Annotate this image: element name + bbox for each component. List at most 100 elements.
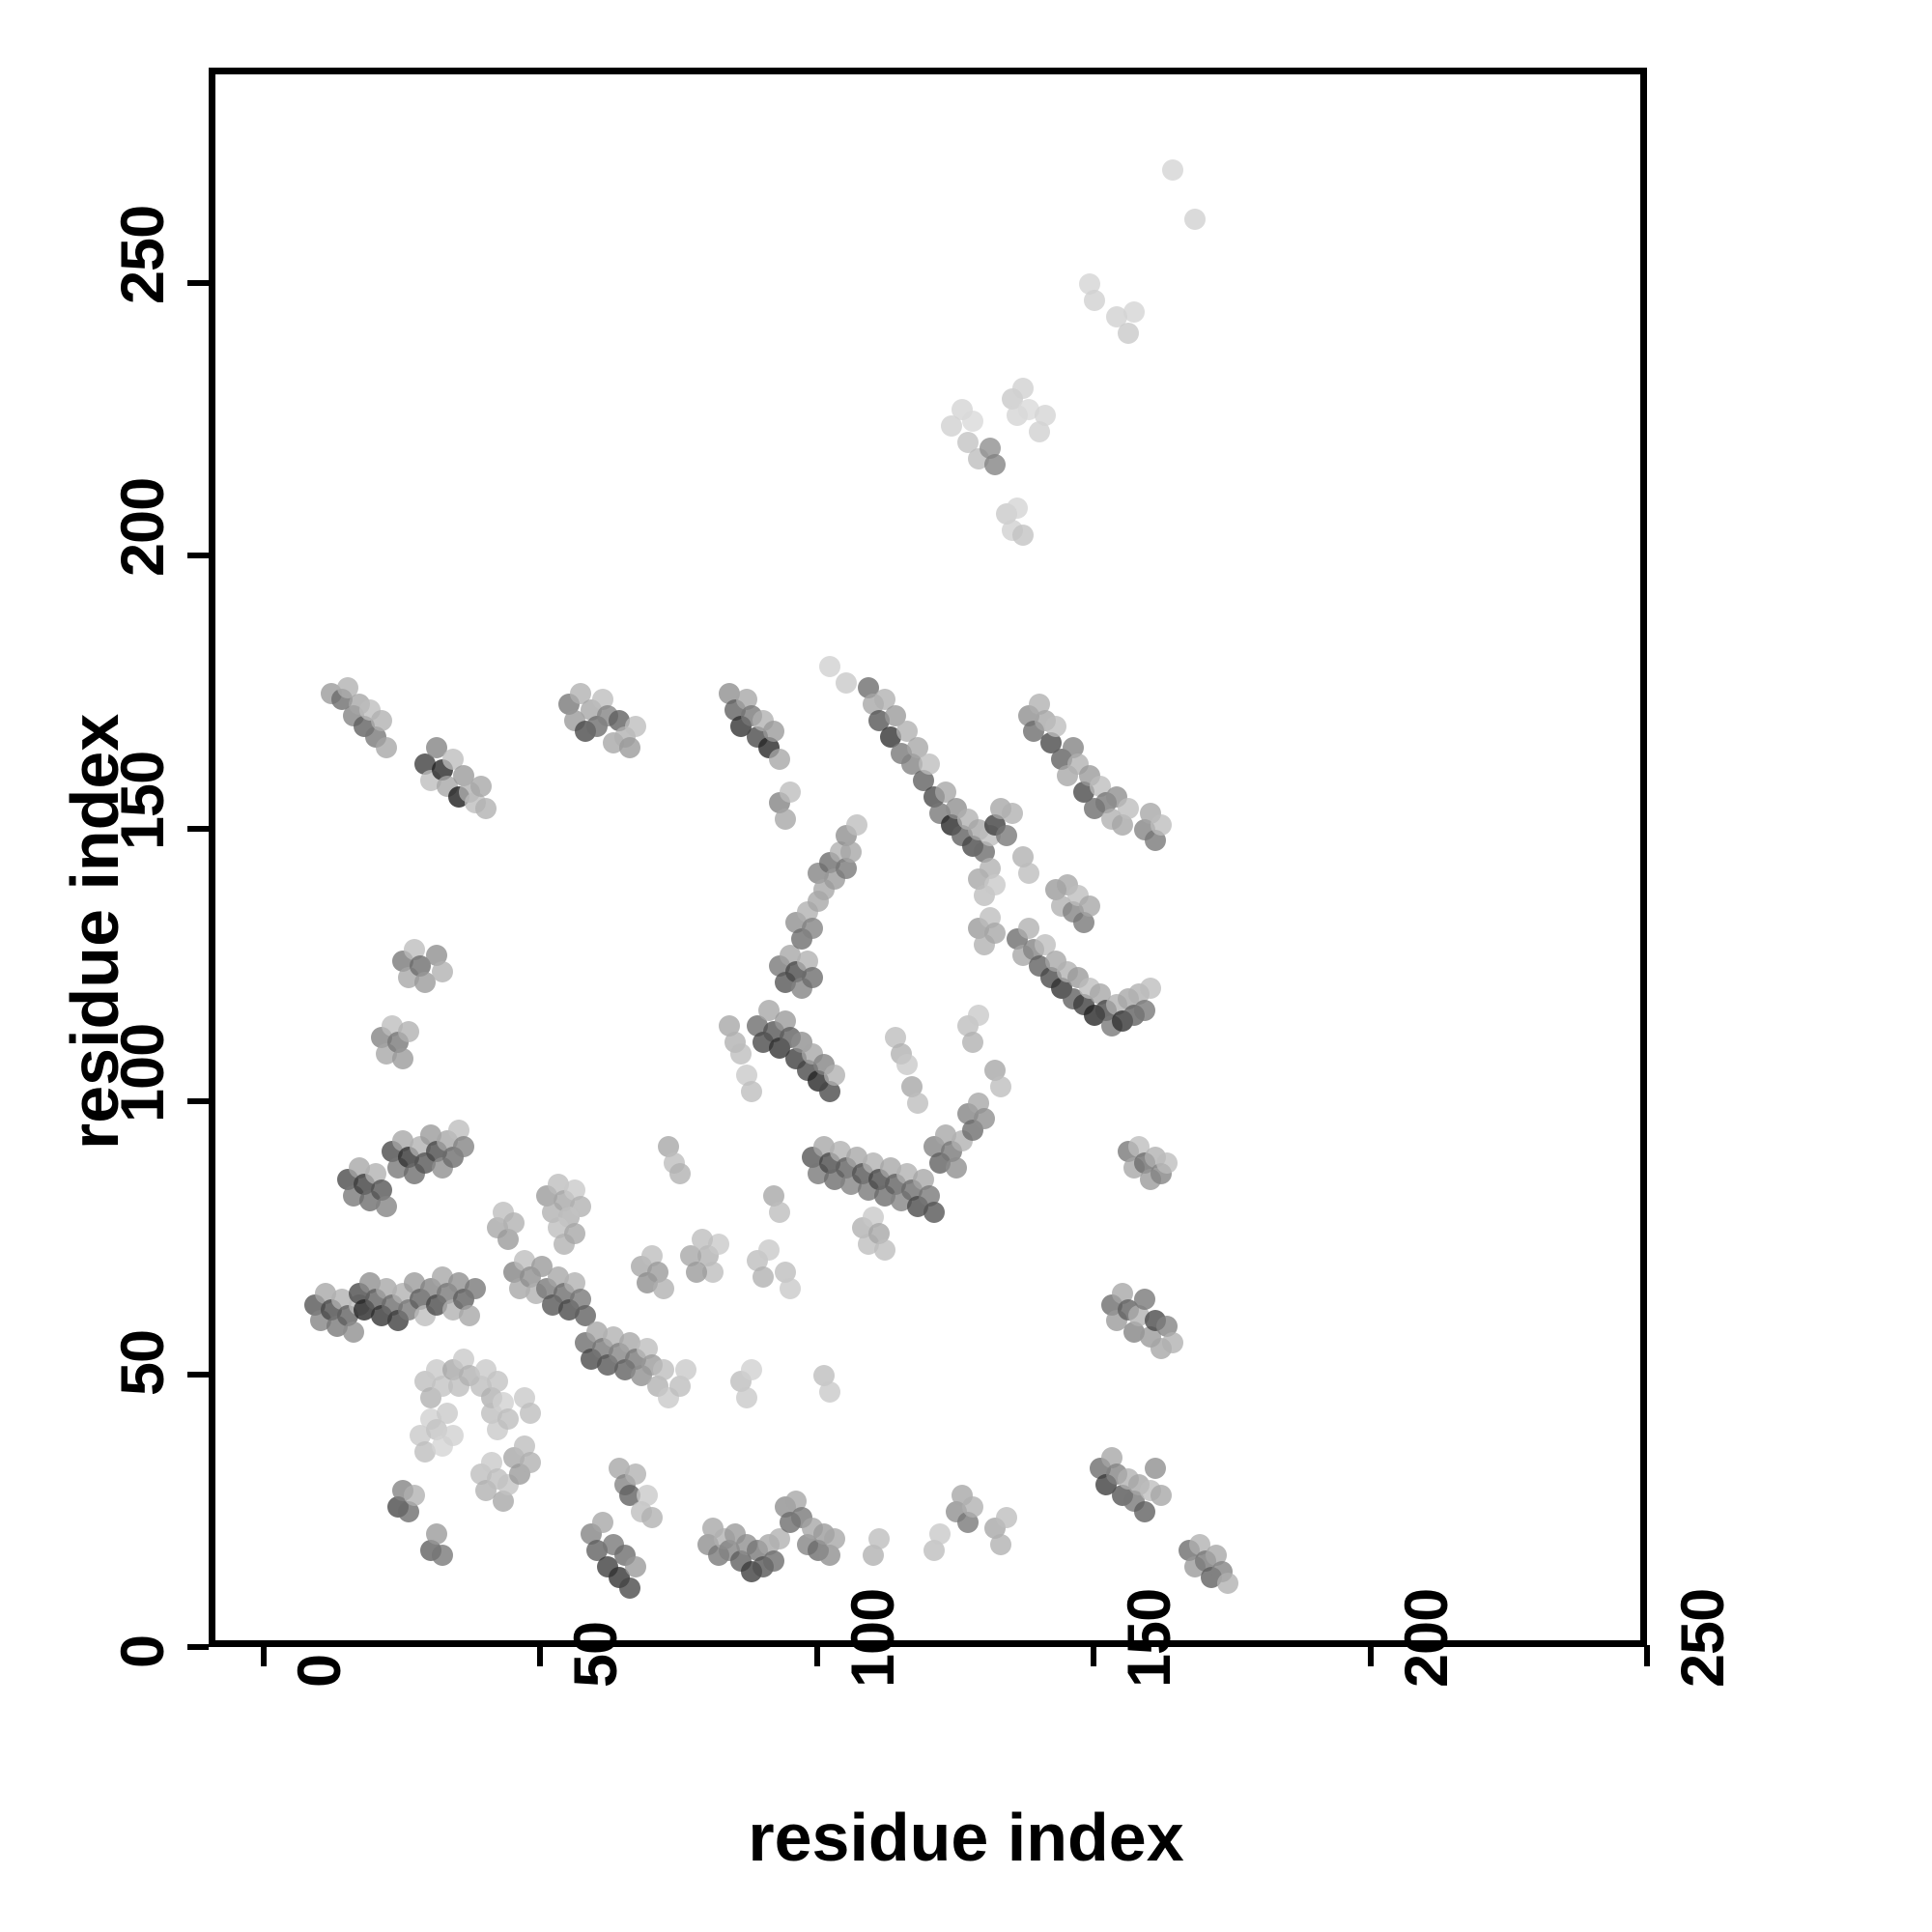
scatter-point <box>680 1244 702 1266</box>
scatter-point <box>1112 813 1134 836</box>
scatter-point <box>962 1495 984 1518</box>
scatter-point <box>315 1283 337 1305</box>
scatter-point <box>431 1545 453 1567</box>
scatter-point <box>425 1522 447 1545</box>
scatter-point <box>846 813 868 836</box>
scatter-point <box>1062 737 1084 759</box>
scatter-point <box>829 1141 851 1163</box>
scatter-point <box>376 737 398 759</box>
y-tick-mark <box>187 1098 209 1105</box>
scatter-point <box>520 1452 542 1474</box>
scatter-point <box>409 1425 431 1447</box>
scatter-point <box>564 1271 586 1293</box>
scatter-point <box>359 1271 382 1293</box>
scatter-point <box>1134 1501 1156 1523</box>
scatter-point <box>420 1124 442 1147</box>
scatter-point <box>414 1441 437 1463</box>
scatter-point <box>995 1506 1017 1528</box>
scatter-point <box>835 671 857 694</box>
scatter-point <box>619 737 641 759</box>
scatter-point <box>442 1425 465 1447</box>
scatter-point <box>868 710 891 732</box>
scatter-point <box>719 1015 741 1037</box>
scatter-point <box>492 1490 514 1512</box>
scatter-point <box>409 955 431 978</box>
scatter-point <box>1045 715 1067 737</box>
scatter-point <box>1155 1151 1178 1174</box>
scatter-point <box>668 1162 691 1184</box>
scatter-point <box>840 840 863 863</box>
scatter-point <box>763 1549 785 1572</box>
y-tick-label: 50 <box>109 1329 177 1396</box>
scatter-point <box>780 945 802 967</box>
x-tick-label: 150 <box>1116 1588 1184 1688</box>
y-tick-mark <box>187 1644 209 1650</box>
scatter-point <box>641 1506 664 1528</box>
scatter-point <box>348 1157 370 1179</box>
scatter-point <box>895 1054 918 1076</box>
scatter-point <box>818 1081 840 1103</box>
scatter-point <box>918 1184 940 1207</box>
y-tick-mark <box>187 280 209 286</box>
scatter-point <box>879 1157 901 1179</box>
scatter-point <box>475 797 497 819</box>
scatter-point <box>591 688 613 710</box>
scatter-point <box>625 1463 647 1485</box>
scatter-point <box>1161 1332 1183 1354</box>
scatter-point <box>863 1151 885 1174</box>
scatter-point <box>863 1207 885 1229</box>
x-tick-label: 100 <box>838 1588 907 1688</box>
scatter-point <box>530 1255 553 1277</box>
scatter-point <box>973 840 995 863</box>
scatter-point <box>940 415 962 438</box>
scatter-point <box>907 737 929 759</box>
scatter-point <box>741 1359 763 1381</box>
scatter-point <box>895 1162 918 1184</box>
plot-area <box>209 68 1647 1647</box>
scatter-point <box>564 1179 586 1201</box>
scatter-point <box>901 1075 923 1097</box>
scatter-point <box>741 1081 763 1103</box>
scatter-point <box>885 704 907 726</box>
y-tick-mark <box>187 553 209 559</box>
scatter-point <box>868 1528 891 1550</box>
scatter-point <box>1139 977 1161 999</box>
x-tick-label: 250 <box>1669 1588 1737 1688</box>
scatter-point <box>934 1124 956 1147</box>
y-tick-label: 250 <box>109 205 177 304</box>
scatter-point <box>868 1223 891 1245</box>
scatter-point <box>968 1092 990 1114</box>
x-tick-label: 0 <box>286 1654 354 1688</box>
scatter-point <box>757 1239 780 1262</box>
y-axis-title: residue index <box>57 713 132 1150</box>
scatter-point <box>735 688 757 710</box>
scatter-point <box>1134 999 1156 1021</box>
scatter-point <box>431 1376 453 1398</box>
y-tick-mark <box>187 1371 209 1378</box>
scatter-point <box>873 688 895 710</box>
scatter-point <box>447 1119 469 1141</box>
scatter-point <box>608 1457 630 1479</box>
scatter-point <box>984 1059 1007 1081</box>
scatter-point <box>1128 1304 1151 1326</box>
scatter-point <box>403 1271 425 1293</box>
scatter-point <box>1017 863 1039 885</box>
scatter-point <box>564 1223 586 1245</box>
scatter-point <box>818 1545 840 1567</box>
scatter-point <box>674 1359 696 1381</box>
scatter-point <box>414 753 437 776</box>
scatter-point <box>1117 323 1139 345</box>
scatter-point <box>1012 525 1034 547</box>
scatter-point <box>873 1239 895 1262</box>
scatter-point <box>879 726 901 749</box>
scatter-point <box>1106 306 1128 328</box>
scatter-point <box>785 1490 808 1512</box>
scatter-point <box>763 721 785 743</box>
scatter-point <box>956 1512 979 1534</box>
scatter-point <box>846 1147 868 1169</box>
scatter-point <box>625 715 647 737</box>
scatter-point <box>1073 912 1095 934</box>
scatter-point <box>824 1528 846 1550</box>
scatter-point <box>984 923 1007 945</box>
scatter-point <box>425 737 447 759</box>
